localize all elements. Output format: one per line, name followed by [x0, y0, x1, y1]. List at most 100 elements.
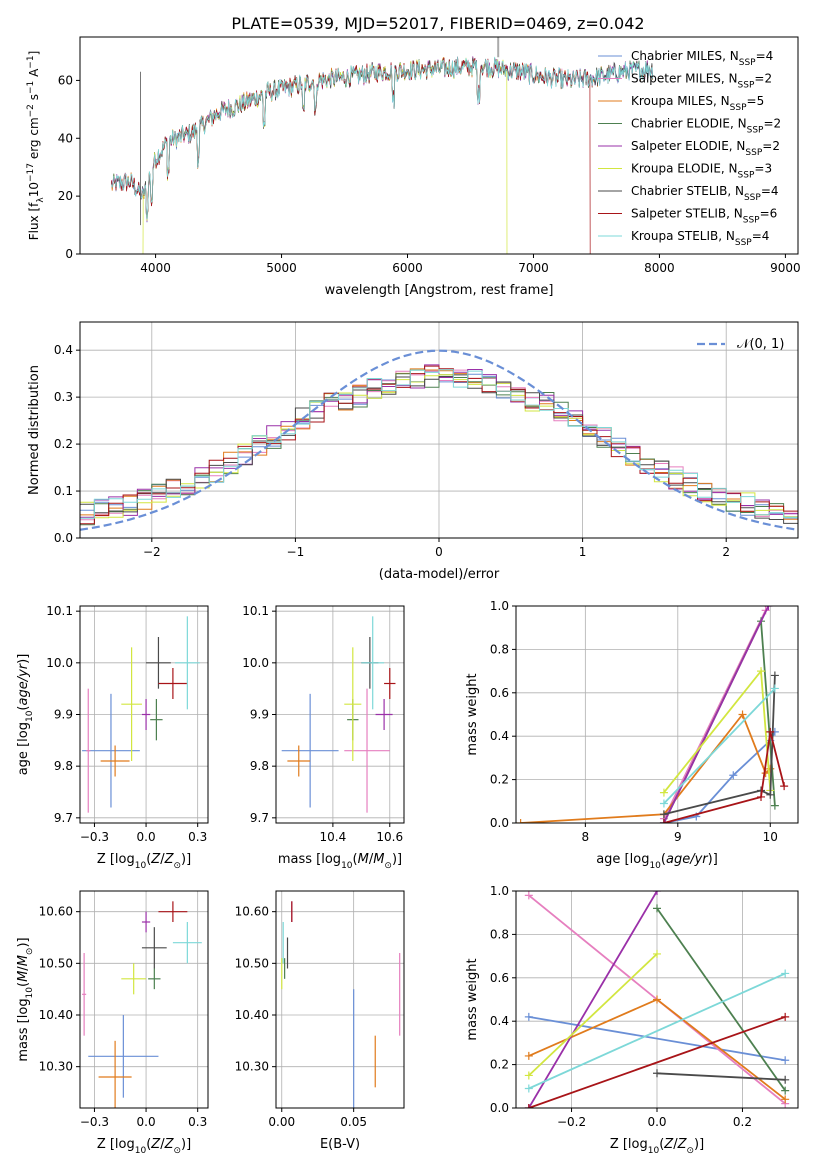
spectrum-panel: 4000 5000 6000 7000 8000 9000 0 20 40 60 Chabrier … — [26, 36, 801, 298]
y-tick-label: 10.50 — [39, 956, 73, 970]
y-tick-label: 0.8 — [490, 642, 509, 656]
y-tick-label: 9.9 — [250, 708, 269, 722]
legend-label: Salpeter MILES, NSSP=2 — [631, 72, 772, 91]
weight-marker — [659, 819, 668, 823]
x-tick-label: 9 — [674, 830, 682, 844]
y-tick-label: 10.40 — [39, 1008, 73, 1022]
error-bars — [281, 901, 401, 1108]
x-tick-label: 9000 — [770, 261, 801, 275]
legend-label: Chabrier ELODIE, NSSP=2 — [631, 117, 781, 136]
weight-marker — [738, 710, 747, 719]
x-tick-label: −1 — [287, 545, 305, 559]
y-tick-label: 10.30 — [39, 1060, 73, 1074]
y-tick-label: 0.2 — [54, 437, 73, 451]
errorbar-kroupa-miles — [100, 745, 130, 777]
errorbar-salpeter-stelib — [158, 668, 188, 699]
x-tick-label: 0.0 — [137, 1115, 156, 1129]
x-tick-label: 10.6 — [376, 830, 403, 844]
error-bars — [281, 616, 396, 813]
x-tick-label: 0.3 — [188, 1115, 207, 1129]
age_vs_Z-panel: −0.3 0.0 0.3 9.7 9.8 9.9 10.0 10.1 Z [log10(Z/Z⊙… — [16, 604, 209, 871]
weight-line-salpeter-elodie — [663, 606, 770, 823]
weight-marker — [781, 1086, 790, 1095]
errorbar-kroupa-miles — [287, 745, 311, 777]
axes-frame — [515, 605, 799, 824]
y-tick-label: 10.1 — [46, 604, 73, 618]
x-axis-label: mass [log10(M/M⊙)] — [278, 852, 402, 871]
grid — [80, 891, 208, 1108]
x-tick-label: 10 — [763, 830, 778, 844]
x-tick-label: −2 — [143, 545, 161, 559]
weight-line-chabrier-elodie — [656, 907, 786, 1092]
y-tick-label: 0 — [65, 247, 73, 261]
x-tick-label: 0.0 — [647, 1115, 666, 1129]
weight-marker — [653, 891, 661, 895]
legend: 𝒩(0, 1) — [697, 337, 784, 352]
x-axis-label: (data-model)/error — [379, 567, 500, 582]
errorbar-kroupa-elodie — [121, 647, 142, 761]
legend-label: Chabrier STELIB, NSSP=4 — [631, 184, 779, 203]
legend-label: 𝒩(0, 1) — [737, 337, 784, 352]
errorbar-chabrier-miles — [82, 693, 140, 808]
x-axis-label: Z [log10(Z/Z⊙)] — [610, 1137, 704, 1156]
grid — [516, 605, 798, 824]
x-axis-label: age [log10(age/yr)] — [596, 852, 718, 871]
errorbar-kroupa-miles — [98, 1040, 132, 1108]
y-tick-label: 40 — [58, 131, 73, 145]
weight-marker — [524, 1051, 533, 1060]
weight-line-chabrier-stelib — [656, 1072, 786, 1081]
error-bars — [82, 616, 200, 813]
x-tick-label: 0 — [435, 545, 443, 559]
y-tick-label: 0.0 — [490, 816, 509, 830]
histogram-panel: −2 −1 0 1 2 0.0 0.1 0.2 0.3 0.4 𝒩(0, 1) (data-model… — [27, 321, 799, 582]
errorbar-chabrier-elodie — [148, 968, 161, 990]
histogram-kroupa-elodie — [80, 374, 798, 519]
weight-marker — [524, 1104, 533, 1108]
y-tick-label: 10.1 — [242, 604, 269, 618]
legend-label: Salpeter ELODIE, NSSP=2 — [631, 139, 780, 158]
axes-frame — [79, 890, 209, 1109]
y-tick-label: 0.8 — [490, 927, 509, 941]
weight-line-kroupa-elodie — [528, 953, 658, 1077]
y-tick-label: 1.0 — [490, 884, 509, 898]
spectrum-line-salpeter-elodie — [111, 56, 653, 222]
errorbar-salpeter-miles — [86, 688, 91, 813]
x-tick-label: 8000 — [644, 261, 675, 275]
weight-marker — [524, 1012, 533, 1021]
errorbar-kroupa-stelib — [174, 616, 200, 710]
errorbar-salpeter-elodie — [375, 699, 393, 730]
weight-line-salpeter-stelib — [528, 1016, 786, 1108]
x-tick-label: 5000 — [266, 261, 297, 275]
y-tick-label: 0.6 — [490, 971, 509, 985]
axes-frame — [275, 890, 405, 1109]
x-tick-label: 10.4 — [320, 830, 347, 844]
histogram-kroupa-stelib — [80, 369, 798, 519]
errorbar-kroupa-elodie — [344, 647, 362, 761]
errorbar-salpeter-stelib — [384, 668, 396, 699]
y-tick-label: 0.2 — [490, 1058, 509, 1072]
y-tick-label: 1.0 — [490, 599, 509, 613]
axes-frame — [79, 321, 799, 539]
y-tick-label: 0.6 — [490, 686, 509, 700]
x-tick-label: 4000 — [140, 261, 171, 275]
y-tick-label: 9.8 — [250, 759, 269, 773]
weight-marker — [659, 788, 668, 797]
weight-marker — [653, 995, 661, 1004]
weight-lines — [524, 891, 790, 1108]
spectrum-line-salpeter-stelib — [111, 56, 591, 254]
x-tick-label: 0.00 — [268, 1115, 295, 1129]
weight-marker — [659, 810, 668, 819]
x-tick-label: 0.3 — [188, 830, 207, 844]
y-tick-label: 10.40 — [235, 1008, 269, 1022]
axes-frame — [79, 36, 799, 255]
age_vs_mass-panel: 10.4 10.6 9.7 9.8 9.9 10.0 10.1 mass [log10(M/M… — [242, 604, 405, 871]
weight-line-chabrier-miles — [528, 1016, 786, 1062]
error-bars — [82, 901, 202, 1108]
y-tick-label: 0.0 — [490, 1101, 509, 1115]
y-tick-label: 0.4 — [490, 1014, 509, 1028]
mw_vs_age-panel: 8 9 10 0.0 0.2 0.4 0.6 0.8 1.0 age [log10(age/yr)… — [465, 599, 799, 871]
y-tick-label: 10.0 — [242, 656, 269, 670]
weight-marker — [770, 801, 779, 810]
x-tick-label: 0.05 — [340, 1115, 367, 1129]
weight-marker — [516, 819, 525, 823]
